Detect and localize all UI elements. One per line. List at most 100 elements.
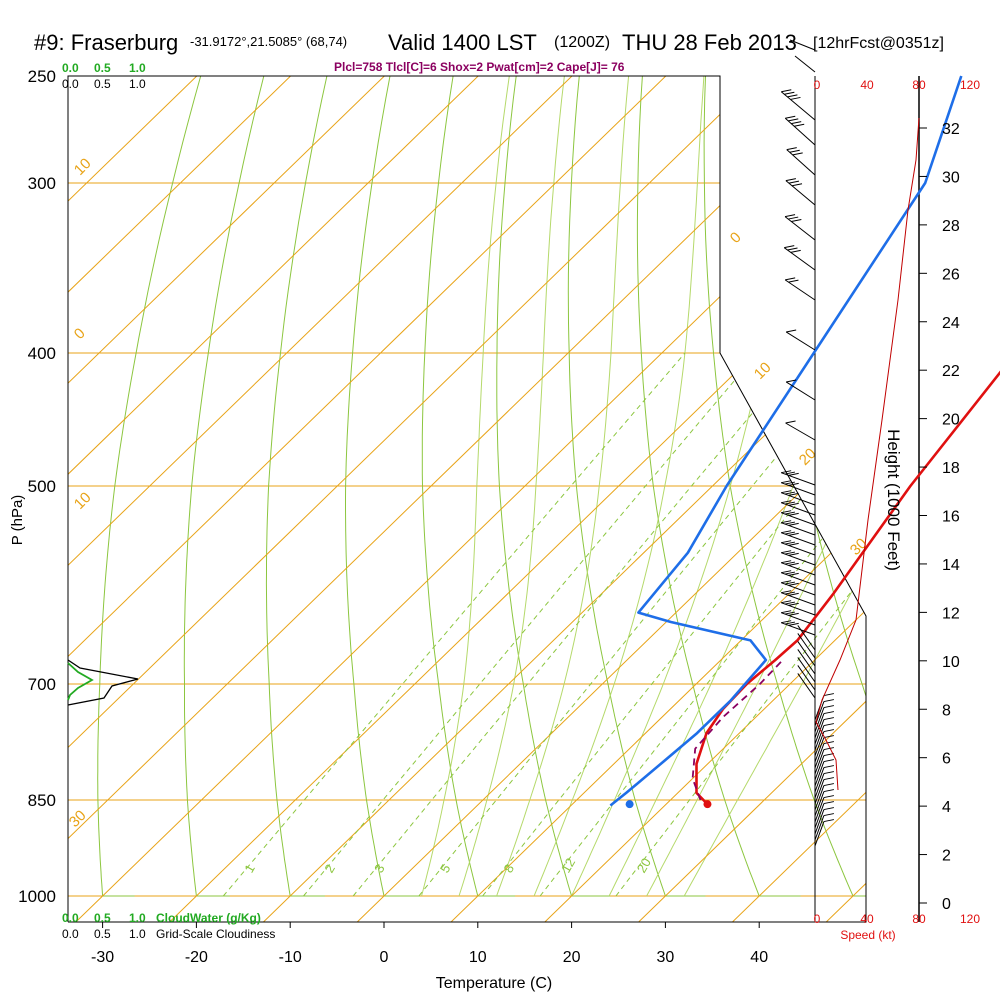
wind-barb-feather — [823, 813, 834, 817]
wind-barb-feather — [788, 216, 799, 220]
wind-barb-feather — [781, 580, 792, 584]
wind-barb-staff — [784, 216, 816, 241]
height-tick-label: 4 — [942, 799, 951, 816]
mixing-ratio-label: 12 — [558, 855, 578, 875]
isotherm-label: 20 — [796, 445, 820, 469]
x-tick-label: -30 — [91, 949, 114, 966]
cloud-scale-top-black-1: 0.5 — [94, 77, 111, 91]
dry-adiabat-0 — [345, 76, 420, 897]
isotherm-label: 10 — [751, 359, 775, 383]
wind-barb-staff — [814, 803, 825, 829]
wind-barb-staff — [814, 809, 825, 835]
dry-adiabat-50 — [681, 76, 866, 897]
isotherm-10 — [370, 76, 866, 922]
plot-frame: -30 -20 -10 0 10 20 30 402503004005007008501000… — [18, 67, 980, 966]
y-tick-label: 1000 — [18, 887, 56, 906]
dry-adiabat-20 — [494, 76, 611, 897]
wind-barb-staff — [797, 649, 816, 675]
speed-tick-top: 120 — [960, 78, 980, 92]
isotherm--70 — [68, 76, 651, 922]
wind-barb-feather — [788, 542, 799, 546]
mixing-ratio-label: 3 — [371, 862, 388, 876]
speed-tick-bottom: 120 — [960, 912, 980, 926]
height-tick-label: 20 — [942, 412, 960, 429]
wind-barb-staff — [786, 149, 816, 176]
wind-barb-feather — [823, 801, 834, 805]
wind-barb-feather — [786, 329, 797, 333]
isotherm-0 — [276, 76, 866, 922]
wind-barb-staff — [784, 117, 816, 146]
wind-barb-staff — [814, 821, 825, 847]
height-tick-label: 14 — [942, 557, 960, 574]
wind-barb-feather — [823, 783, 834, 787]
wind-barb-feather — [823, 795, 834, 799]
wind-barb-feather — [788, 482, 799, 486]
wind-barb-feather — [790, 249, 801, 253]
wind-barb-staff — [797, 625, 816, 651]
height-tick-label: 22 — [942, 363, 960, 380]
wind-barb-feather — [823, 765, 834, 769]
cloudiness-label: Grid-Scale Cloudiness — [156, 927, 275, 941]
y-axis-label: P (hPa) — [9, 495, 26, 546]
dry-adiabat-40 — [619, 76, 801, 897]
wind-barb-staff — [814, 737, 825, 763]
wind-barb-staff — [780, 91, 816, 121]
wind-barb-staff — [781, 512, 816, 526]
wind-barb-feather — [786, 147, 797, 151]
y-tick-label: 400 — [28, 344, 56, 363]
wind-barb-feather — [784, 471, 796, 475]
title-coordinates: -31.9172°,21.5085° (68,74) — [190, 34, 347, 49]
wind-barb-feather — [784, 481, 796, 485]
wind-barb-staff — [814, 755, 825, 781]
wind-barb-feather — [784, 611, 796, 615]
wind-barb-feather — [784, 521, 796, 525]
moist-adiabat-16 — [533, 76, 705, 897]
isotherm--100 — [68, 76, 370, 922]
wind-barb-staff — [784, 279, 816, 301]
height-tick-label: 10 — [942, 654, 960, 671]
wind-barb-feather — [790, 96, 801, 100]
wind-barb-staff — [781, 562, 816, 576]
cloud-scale-top-green-0: 0.0 — [62, 61, 79, 75]
wind-barb-staff — [814, 797, 825, 823]
height-tick-label: 0 — [942, 896, 951, 913]
wind-barb-feather — [823, 753, 834, 757]
wind-barb-feather — [784, 541, 796, 545]
wind-barb-feather — [784, 501, 796, 505]
wind-barb-feather — [823, 729, 834, 733]
mixing-ratio-3 — [352, 352, 804, 897]
cloud-scale-bottom-black-1: 0.5 — [94, 927, 111, 941]
wind-barb-feather — [781, 560, 792, 564]
wind-barb-staff — [797, 641, 816, 667]
title-valid-time: Valid 1400 LST — [388, 30, 537, 55]
speed-tick-top: 80 — [912, 78, 926, 92]
wind-barb-feather — [785, 178, 796, 182]
wind-barb-feather — [788, 582, 799, 586]
isotherm--110 — [68, 76, 276, 922]
wind-barb-staff — [781, 612, 816, 626]
wind-barb-staff — [781, 582, 816, 596]
wind-barb-feather — [788, 118, 799, 122]
wind-barb-staff — [814, 731, 825, 757]
wind-barb-feather — [787, 247, 798, 251]
wind-barb-feather — [784, 621, 796, 625]
parcel-profile — [691, 659, 784, 801]
surface-temperature-marker — [703, 800, 712, 809]
height-tick-label: 2 — [942, 848, 951, 865]
wind-barb-staff — [785, 422, 816, 441]
speed-tick-bottom: 0 — [814, 912, 821, 926]
wind-barb-feather — [781, 520, 792, 524]
mixing-ratio-label: 8 — [501, 862, 518, 876]
dry-adiabat--30 — [97, 76, 202, 897]
mixing-ratio-label: 20 — [634, 855, 654, 875]
wind-barb-feather — [788, 622, 799, 626]
isotherm-40 — [651, 76, 866, 922]
plot-border — [67, 75, 867, 923]
speed-tick-top: 0 — [814, 78, 821, 92]
moist-adiabat-4 — [421, 76, 510, 897]
dry-adiabat-100 — [994, 76, 1000, 896]
wind-barb-staff — [814, 767, 825, 793]
height-tick-label: 26 — [942, 266, 960, 283]
